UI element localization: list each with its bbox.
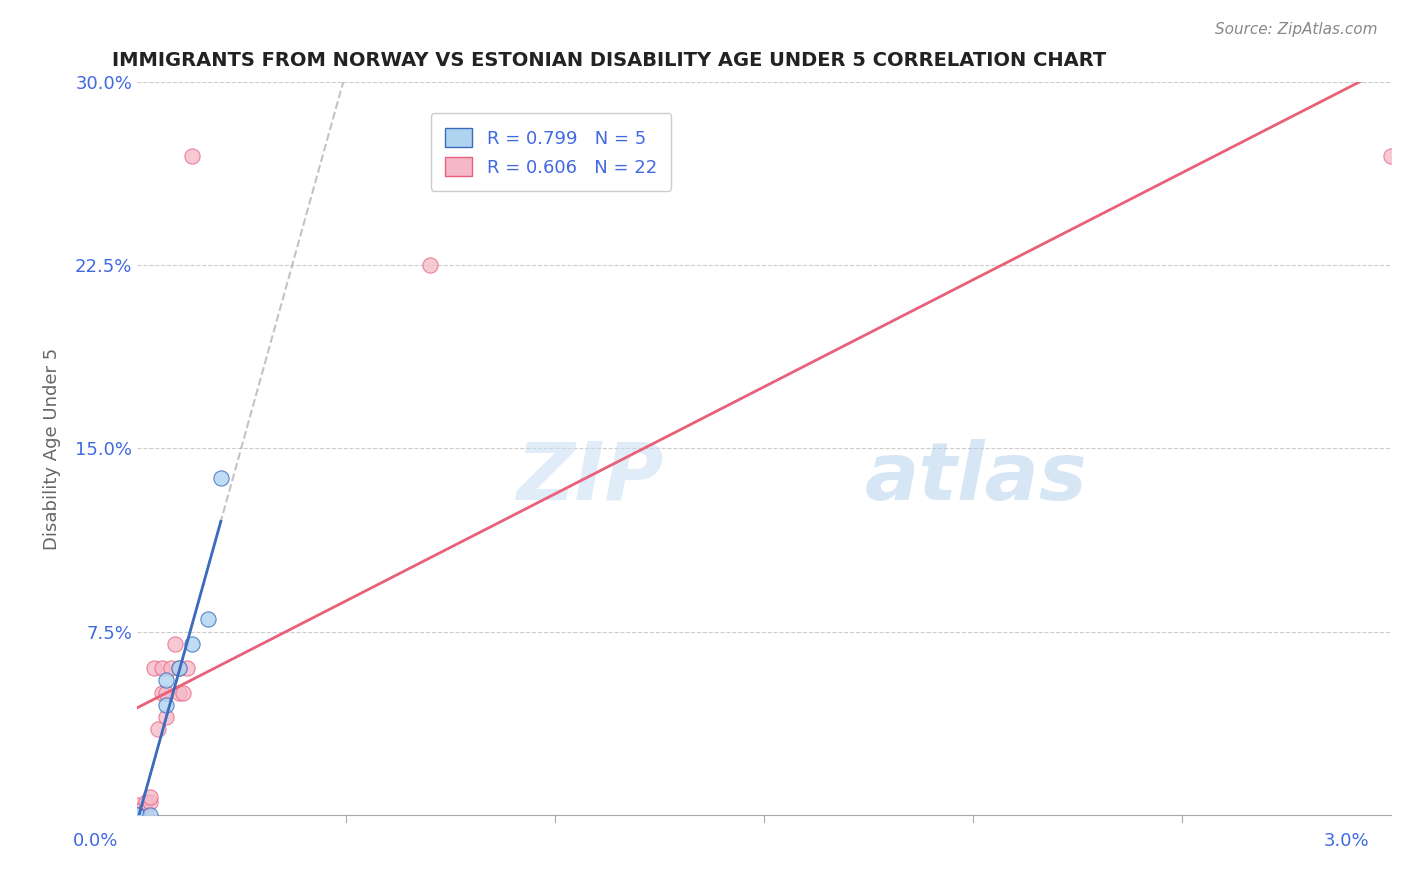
Point: [127, 797, 149, 812]
Point: [146, 722, 169, 736]
Point: [180, 637, 202, 651]
Point: [135, 807, 157, 822]
Point: [197, 612, 219, 626]
Point: [167, 661, 190, 675]
Legend: R = 0.799   N = 5, R = 0.606   N = 22: R = 0.799 N = 5, R = 0.606 N = 22: [430, 113, 671, 191]
Text: IMMIGRANTS FROM NORWAY VS ESTONIAN DISABILITY AGE UNDER 5 CORRELATION CHART: IMMIGRANTS FROM NORWAY VS ESTONIAN DISAB…: [112, 51, 1107, 70]
Text: ZIP: ZIP: [516, 439, 664, 516]
Point: [176, 661, 198, 675]
Point: [139, 796, 162, 810]
Point: [135, 796, 157, 810]
Point: [155, 698, 177, 712]
Point: [127, 807, 149, 822]
Text: atlas: atlas: [865, 439, 1087, 516]
Point: [143, 661, 166, 675]
Point: [150, 661, 173, 675]
Point: [155, 673, 177, 688]
Point: [150, 685, 173, 699]
Point: [155, 710, 177, 724]
Point: [127, 807, 149, 822]
Point: [1379, 148, 1402, 162]
Text: Source: ZipAtlas.com: Source: ZipAtlas.com: [1215, 22, 1378, 37]
Point: [139, 807, 162, 822]
Point: [167, 661, 190, 675]
Point: [163, 637, 186, 651]
Point: [159, 661, 181, 675]
Point: [167, 685, 190, 699]
Point: [131, 803, 153, 817]
Text: 0.0%: 0.0%: [73, 832, 118, 850]
Y-axis label: Disability Age Under 5: Disability Age Under 5: [44, 347, 60, 549]
Text: 3.0%: 3.0%: [1324, 832, 1369, 850]
Point: [209, 471, 232, 485]
Point: [127, 803, 149, 817]
Point: [419, 259, 441, 273]
Point: [155, 685, 177, 699]
Point: [127, 807, 149, 822]
Point: [139, 790, 162, 805]
Point: [172, 685, 194, 699]
Point: [180, 148, 202, 162]
